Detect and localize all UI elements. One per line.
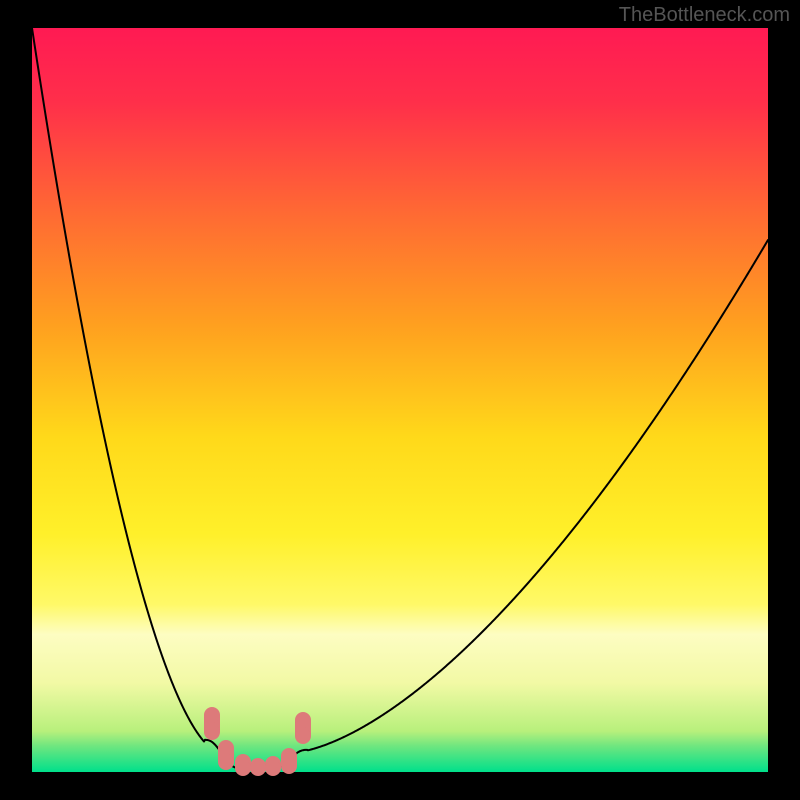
marker-dot xyxy=(265,760,281,776)
gradient-background xyxy=(32,28,768,772)
marker-dot xyxy=(204,724,220,740)
marker-dot xyxy=(281,758,297,774)
marker-dot xyxy=(295,712,311,728)
marker-dot xyxy=(218,740,234,756)
marker-dot xyxy=(218,754,234,770)
marker-dot xyxy=(204,707,220,723)
marker-dot xyxy=(235,760,251,776)
chart-frame: TheBottleneck.com xyxy=(0,0,800,800)
marker-dot xyxy=(250,760,266,776)
chart-svg xyxy=(0,0,800,800)
watermark-text: TheBottleneck.com xyxy=(619,4,790,27)
marker-dot xyxy=(295,728,311,744)
